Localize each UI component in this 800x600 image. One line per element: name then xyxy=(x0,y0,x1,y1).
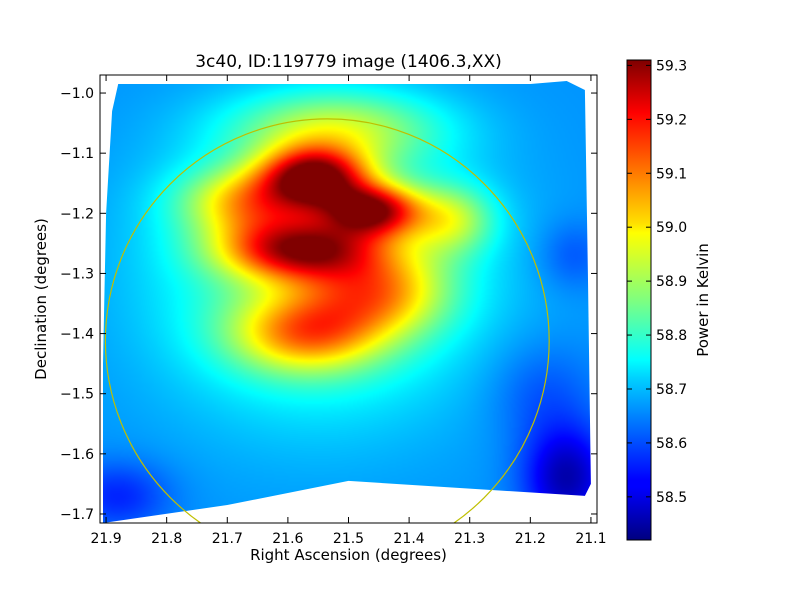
y-tick-label: −1.2 xyxy=(60,206,94,222)
x-axis-label: Right Ascension (degrees) xyxy=(250,546,447,564)
x-tick-label: 21.8 xyxy=(151,531,182,547)
y-tick-label: −1.4 xyxy=(60,327,94,343)
y-axis-label: Declination (degrees) xyxy=(32,218,50,380)
x-tick-label: 21.7 xyxy=(212,531,243,547)
x-tick-label: 21.6 xyxy=(272,531,303,547)
beam-circle xyxy=(104,118,550,523)
y-tick-label: −1.1 xyxy=(60,146,94,162)
colorbar-tick-label: 58.7 xyxy=(656,382,687,398)
colorbar-tick-label: 58.8 xyxy=(656,328,687,344)
y-tick-label: −1.7 xyxy=(60,507,94,523)
colorbar-label: Power in Kelvin xyxy=(694,243,712,357)
x-tick-label: 21.4 xyxy=(394,531,425,547)
colorbar-tick-label: 59.2 xyxy=(656,112,687,128)
x-tick-label: 21.5 xyxy=(333,531,364,547)
x-axis: 21.9 21.8 21.7 21.6 21.5 21.4 21.3 21.2 21.1 xyxy=(90,75,607,547)
heatmap-image xyxy=(103,81,591,523)
y-tick-label: −1.5 xyxy=(60,387,94,403)
colorbar-ticks: 58.5 58.6 58.7 58.8 58.9 59.0 59.1 59.2 59.3 xyxy=(627,58,687,506)
y-axis: −1.0 −1.1 −1.2 −1.3 −1.4 −1.5 −1.6 −1.7 xyxy=(60,86,597,523)
x-tick-label: 21.1 xyxy=(575,531,606,547)
colorbar-tick-label: 59.3 xyxy=(656,58,687,74)
y-tick-label: −1.0 xyxy=(60,86,94,102)
colorbar-tick-label: 58.5 xyxy=(656,490,687,506)
colorbar-tick-label: 59.0 xyxy=(656,220,687,236)
y-tick-label: −1.3 xyxy=(60,266,94,282)
colorbar-tick-label: 58.6 xyxy=(656,436,687,452)
y-tick-label: −1.6 xyxy=(60,447,94,463)
x-tick-label: 21.3 xyxy=(454,531,485,547)
colorbar-tick-label: 58.9 xyxy=(656,274,687,290)
x-tick-label: 21.9 xyxy=(90,531,121,547)
colorbar xyxy=(626,59,652,541)
x-tick-label: 21.2 xyxy=(515,531,546,547)
colorbar-tick-label: 59.1 xyxy=(656,166,687,182)
chart-title: 3c40, ID:119779 image (1406.3,XX) xyxy=(195,52,502,72)
